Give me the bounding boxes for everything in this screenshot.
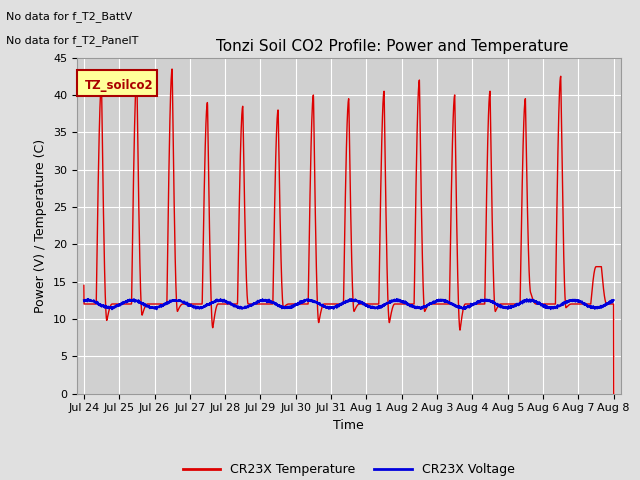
Title: Tonzi Soil CO2 Profile: Power and Temperature: Tonzi Soil CO2 Profile: Power and Temper… — [216, 39, 568, 54]
Text: No data for f_T2_BattV: No data for f_T2_BattV — [6, 11, 132, 22]
Legend: CR23X Temperature, CR23X Voltage: CR23X Temperature, CR23X Voltage — [178, 458, 520, 480]
Text: TZ_soilco2: TZ_soilco2 — [85, 79, 154, 92]
Text: No data for f_T2_PanelT: No data for f_T2_PanelT — [6, 35, 139, 46]
Y-axis label: Power (V) / Temperature (C): Power (V) / Temperature (C) — [35, 139, 47, 312]
X-axis label: Time: Time — [333, 419, 364, 432]
